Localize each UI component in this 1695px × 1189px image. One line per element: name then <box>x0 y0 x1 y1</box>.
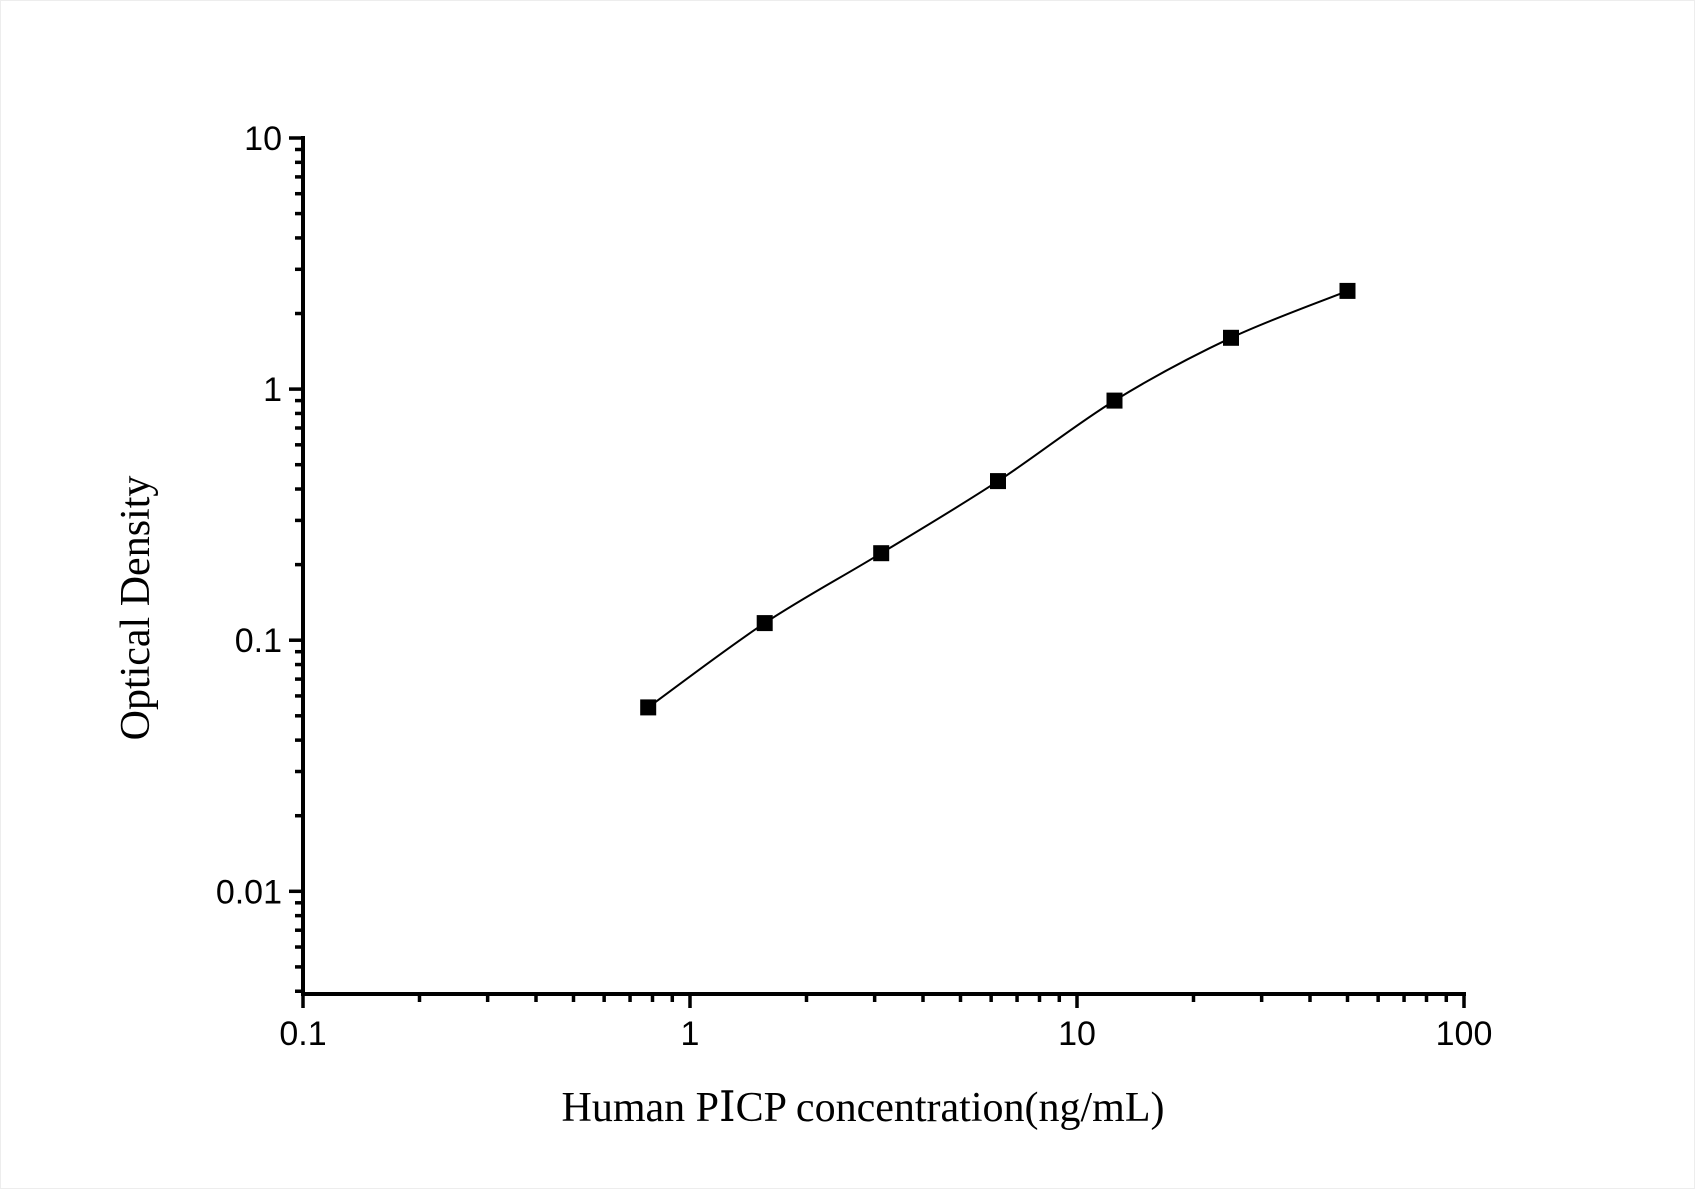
y-tick-label: 0.01 <box>216 873 282 911</box>
data-point-marker <box>990 473 1006 490</box>
x-tick-label: 1 <box>681 1015 700 1053</box>
y-tick-label: 10 <box>244 120 282 158</box>
x-axis-title: Human PⅠCP concentration(ng/mL) <box>562 1085 1165 1131</box>
data-point-marker <box>1223 329 1239 346</box>
series-layer <box>640 282 1356 716</box>
data-point-marker <box>1339 282 1356 299</box>
data-point-marker <box>640 699 657 716</box>
tick-layer: 0.1 1 10 100 0.01 0.1 1 10 <box>216 120 1493 1053</box>
y-axis-title: Optical Density <box>113 476 159 741</box>
standard-curve-line <box>647 289 1348 709</box>
data-point-marker <box>756 615 773 632</box>
data-point-marker <box>1106 392 1123 409</box>
x-tick-label: 100 <box>1436 1015 1493 1053</box>
y-tick-label: 1 <box>263 371 282 409</box>
data-point-marker <box>873 545 890 562</box>
axes-layer <box>301 136 1466 996</box>
x-tick-label: 0.1 <box>279 1015 326 1053</box>
y-tick-label: 0.1 <box>235 622 282 660</box>
x-tick-label: 10 <box>1058 1015 1096 1053</box>
